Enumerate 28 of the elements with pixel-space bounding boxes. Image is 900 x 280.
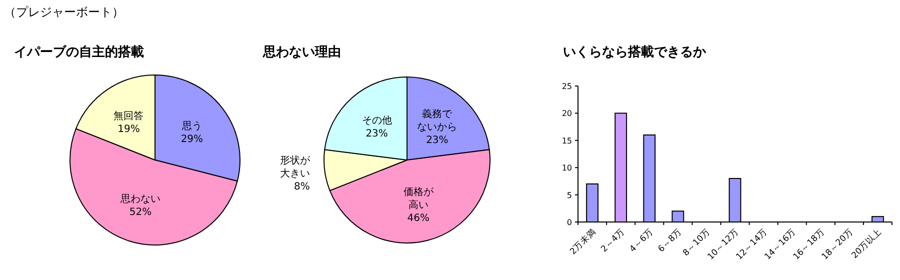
data-label: 23%	[426, 134, 448, 146]
data-label: 19%	[118, 124, 140, 135]
x-tick-label: 4～6万	[628, 227, 656, 255]
slice-label: 価格が高い	[403, 186, 434, 212]
x-tick-label: 6～8万	[656, 227, 684, 255]
data-label: 46%	[407, 213, 430, 224]
text: （プレジャーボート）	[4, 5, 124, 19]
slice-label: その他	[362, 114, 392, 126]
x-tick-label: 2万未満	[568, 226, 598, 258]
chart-title: いくらなら搭載できるか	[563, 45, 707, 60]
slice-label: 義務でないから	[417, 108, 458, 133]
data-label: 8%	[294, 181, 310, 192]
y-tick-label: 15	[562, 136, 572, 146]
slice-label: 思わない	[120, 194, 161, 205]
y-tick-label: 10	[562, 164, 572, 173]
slice-label: 思う	[180, 120, 202, 132]
chart-title: イパーブの自主的搭載	[14, 44, 144, 60]
y-tick-label: 20	[562, 109, 572, 118]
slice-label: 形状が大きい	[280, 154, 311, 180]
y-tick-label: 5	[566, 190, 572, 200]
slice-label: 無回答	[114, 110, 144, 122]
data-label: 52%	[129, 206, 152, 218]
y-tick-label: 25	[562, 82, 572, 91]
data-label: 29%	[180, 134, 204, 145]
chart-title: 思わない理由	[262, 45, 341, 60]
y-tick-label: 0	[566, 218, 572, 227]
data-label: 23%	[366, 128, 388, 140]
x-tick-label: 2～4万	[599, 227, 627, 255]
